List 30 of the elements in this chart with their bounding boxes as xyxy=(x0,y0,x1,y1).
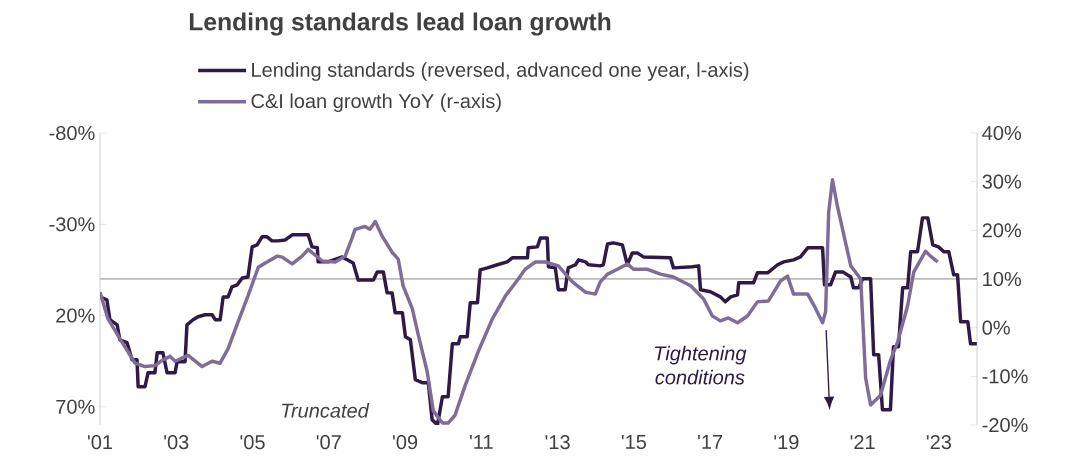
y-tick-label: 70% xyxy=(56,399,95,414)
x-tick-label: '17 xyxy=(698,435,723,449)
line-series xyxy=(100,177,940,425)
x-tick-label: '23 xyxy=(926,435,952,450)
x-tick-label: '13 xyxy=(545,435,570,450)
x-tick-label: '07 xyxy=(316,435,341,450)
y-tick-label: 20% xyxy=(56,308,95,323)
y-tick-label: -80% xyxy=(49,125,95,141)
y2-tick-label: 10% xyxy=(983,271,1022,287)
y2-tick-label: 20% xyxy=(982,223,1022,238)
x-tick-label: '11 xyxy=(470,435,493,449)
annotation: Truncated xyxy=(282,403,370,418)
chart-title: Lending standards lead loan growth xyxy=(189,12,611,36)
x-tick-label: '15 xyxy=(621,435,647,449)
x-tick-label: '03 xyxy=(164,435,189,450)
y-tick-label: -30% xyxy=(49,217,95,232)
y2-tick-label: 40% xyxy=(982,125,1022,141)
annotation: Tightening conditions xyxy=(655,345,747,385)
y2-tick-label: -10% xyxy=(982,369,1028,384)
x-tick-label: '21 xyxy=(850,435,875,450)
y2-tick-label: 0% xyxy=(982,320,1010,335)
y2-tick-label: 30% xyxy=(982,174,1022,189)
legend-label: Lending standards (reversed, advanced one year, l-axis) xyxy=(252,62,749,81)
x-tick-label: '19 xyxy=(774,435,799,450)
x-tick-label: '01 xyxy=(88,435,113,450)
line-series xyxy=(100,216,977,425)
x-tick-label: '09 xyxy=(393,435,418,450)
y2-tick-label: -20% xyxy=(982,417,1028,433)
legend-label: C&I loan growth YoY (r-axis) xyxy=(251,93,501,113)
x-tick-label: '05 xyxy=(240,435,265,450)
